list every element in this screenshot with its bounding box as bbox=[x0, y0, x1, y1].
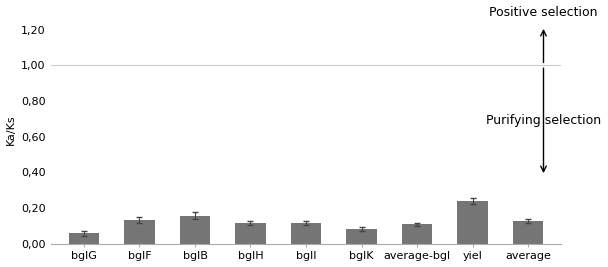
Text: Positive selection: Positive selection bbox=[489, 6, 598, 19]
Y-axis label: Ka/Ks: Ka/Ks bbox=[5, 114, 16, 145]
Bar bbox=[402, 224, 432, 244]
Bar bbox=[180, 216, 210, 244]
Bar bbox=[457, 201, 488, 244]
Text: Purifying selection: Purifying selection bbox=[486, 114, 601, 127]
Bar bbox=[235, 223, 266, 244]
Bar bbox=[69, 233, 99, 244]
Bar bbox=[124, 220, 154, 244]
Bar bbox=[291, 223, 321, 244]
Bar bbox=[346, 229, 377, 244]
Bar bbox=[513, 221, 544, 244]
